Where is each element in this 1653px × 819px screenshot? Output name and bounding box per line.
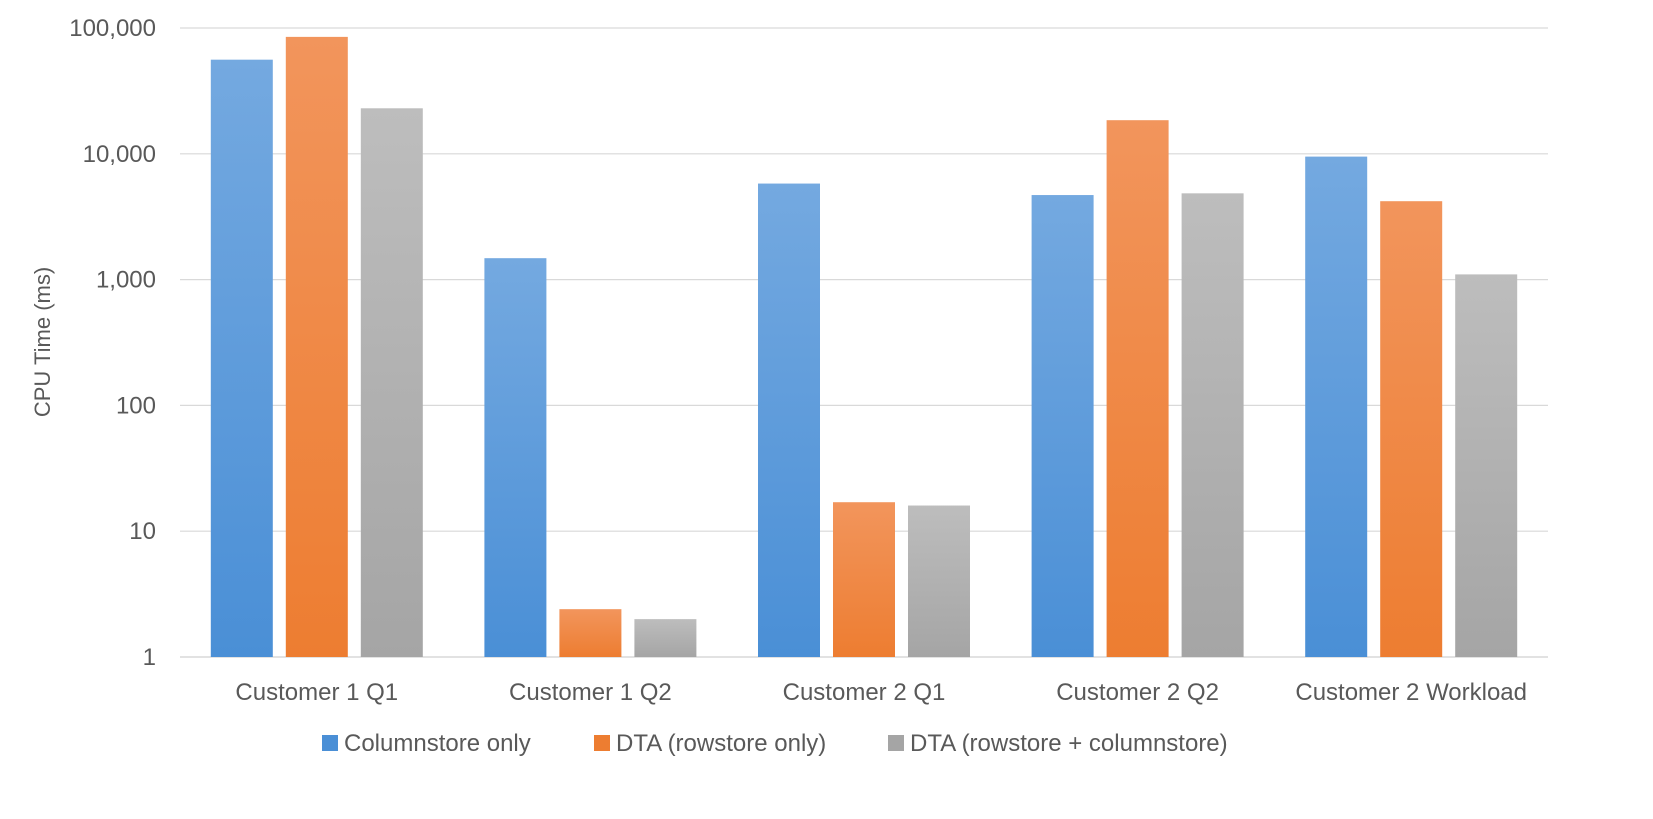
bar-columnstore-only-3 bbox=[758, 183, 820, 657]
bar-columnstore-only-5 bbox=[1305, 156, 1368, 658]
bars bbox=[210, 36, 1518, 658]
bar-dta-rowstore-only-1 bbox=[285, 36, 348, 658]
y-tick-label: 100 bbox=[116, 392, 156, 419]
bar-dta-rowstore-columnstore-4 bbox=[1181, 193, 1244, 658]
legend-swatch bbox=[322, 735, 338, 751]
x-tick-label: Customer 1 Q2 bbox=[509, 679, 672, 706]
y-axis-ticks: 1 10 100 1,000 10,000 100,000 bbox=[69, 15, 156, 671]
legend-label: DTA (rowstore only) bbox=[616, 730, 826, 757]
y-tick-label: 1 bbox=[143, 644, 156, 671]
legend-swatch bbox=[594, 735, 610, 751]
y-tick-label: 10 bbox=[129, 518, 156, 545]
bar-dta-rowstore-only-3 bbox=[833, 502, 895, 657]
legend-label: Columnstore only bbox=[344, 730, 531, 757]
x-tick-label: Customer 2 Q1 bbox=[783, 679, 946, 706]
y-tick-label: 1,000 bbox=[96, 267, 156, 294]
x-tick-label: Customer 2 Q2 bbox=[1056, 679, 1219, 706]
bar-columnstore-only-1 bbox=[210, 59, 273, 657]
x-axis-categories: Customer 1 Q1 Customer 1 Q2 Customer 2 Q1 C… bbox=[235, 679, 1527, 706]
x-tick-label: Customer 2 Workload bbox=[1295, 679, 1527, 706]
bar-columnstore-only-2 bbox=[484, 258, 547, 657]
bar-dta-rowstore-only-2 bbox=[559, 609, 622, 657]
bar-columnstore-only-4 bbox=[1031, 195, 1094, 657]
legend: Columnstore only DTA (rowstore only) DTA (… bbox=[322, 730, 1228, 757]
y-tick-label: 10,000 bbox=[83, 141, 156, 168]
bar-dta-rowstore-columnstore-3 bbox=[908, 505, 970, 657]
bar-dta-rowstore-only-5 bbox=[1380, 201, 1443, 657]
bar-dta-rowstore-columnstore-1 bbox=[360, 108, 423, 658]
y-axis-title: CPU Time (ms) bbox=[30, 267, 55, 417]
bar-dta-rowstore-only-4 bbox=[1106, 120, 1169, 657]
x-tick-label: Customer 1 Q1 bbox=[235, 679, 398, 706]
bar-dta-rowstore-columnstore-5 bbox=[1455, 274, 1518, 657]
bar-dta-rowstore-columnstore-2 bbox=[634, 619, 697, 657]
y-tick-label: 100,000 bbox=[69, 15, 156, 42]
legend-swatch bbox=[888, 735, 904, 751]
legend-label: DTA (rowstore + columnstore) bbox=[910, 730, 1228, 757]
